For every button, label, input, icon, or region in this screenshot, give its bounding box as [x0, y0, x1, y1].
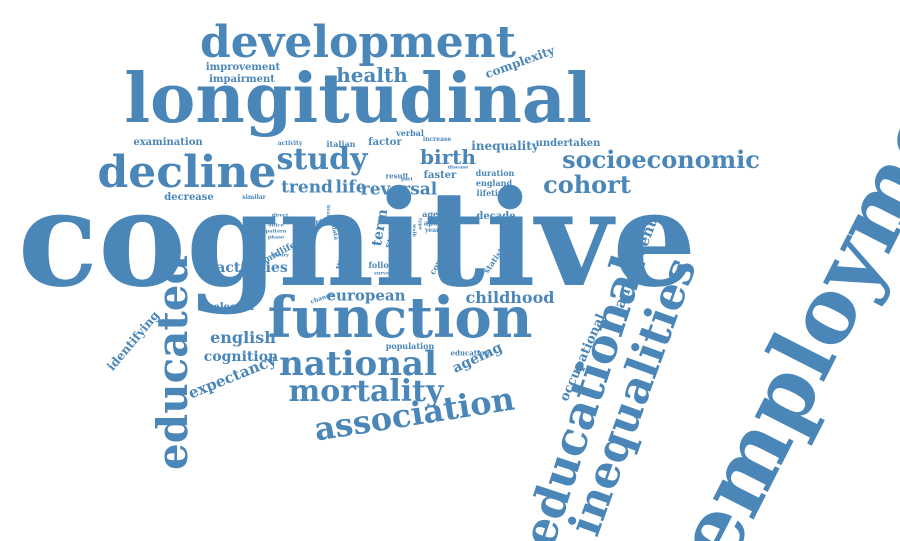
- word-decline: decline: [97, 147, 277, 198]
- word-national: national: [279, 344, 437, 384]
- word-activity: activity: [277, 140, 303, 147]
- word-reversal: reversal: [360, 179, 438, 200]
- word-socioeconomic: socioeconomic: [562, 145, 760, 174]
- word-examination: examination: [133, 137, 203, 148]
- word-lifetime: lifetime: [476, 188, 512, 198]
- word-cohort: cohort: [543, 170, 631, 199]
- word-type: type: [417, 218, 423, 230]
- word-survey: survey: [373, 270, 393, 277]
- word-education: education: [450, 348, 490, 358]
- word-trend: trend: [281, 177, 333, 198]
- word-educated: educated: [148, 255, 197, 470]
- word-study: study: [276, 142, 368, 177]
- word-labour: labour: [447, 225, 453, 244]
- word-disease: disease: [447, 164, 469, 171]
- word-impairment: impairment: [209, 74, 275, 85]
- word-factor: factor: [368, 137, 402, 148]
- word-increase: increase: [422, 136, 452, 143]
- word-population: population: [385, 341, 435, 351]
- word-cognitive: cognitive: [17, 162, 697, 317]
- word-selected: selected: [207, 302, 255, 313]
- word-verbal: verbal: [396, 128, 424, 138]
- word-activities: activities: [216, 260, 288, 276]
- word-duration: duration: [475, 168, 515, 178]
- word-follow: follow: [368, 260, 396, 270]
- word-decrease: decrease: [164, 192, 214, 203]
- word-inequality: inequality: [471, 139, 539, 153]
- word-similar: similar: [242, 194, 266, 201]
- word-european: european: [326, 286, 406, 305]
- word-phase: phase: [267, 234, 285, 241]
- word-development: development: [199, 17, 517, 68]
- word-italian: italian: [326, 139, 356, 149]
- word-walk: walk: [411, 224, 417, 237]
- word-english: english: [210, 328, 276, 347]
- word-theory: theory: [270, 252, 290, 259]
- word-childhood: childhood: [465, 288, 555, 307]
- word-data: data: [330, 224, 340, 241]
- word-brain: brain: [325, 205, 331, 220]
- word-result: result: [385, 171, 409, 181]
- word-life: life: [335, 177, 367, 198]
- word-female: female: [310, 230, 316, 249]
- word-cognition: cognition: [203, 349, 279, 365]
- word-pattern: pattern: [265, 228, 287, 235]
- word-undertaken: undertaken: [535, 138, 601, 149]
- word-england: england: [475, 178, 513, 188]
- word-function: function: [267, 285, 533, 351]
- word-retired: retired: [295, 230, 301, 250]
- word-faster: faster: [423, 170, 457, 181]
- word-decade: decade: [476, 211, 516, 222]
- word-year: year: [424, 227, 440, 234]
- word-health: health: [336, 63, 408, 87]
- word-part: part: [401, 176, 413, 183]
- word-longitudinal: longitudinal: [124, 59, 592, 139]
- word-mortality: mortality: [288, 374, 444, 409]
- word-birth: birth: [420, 145, 476, 169]
- word-aged: aged: [422, 209, 444, 219]
- word-risk: risk: [315, 217, 331, 227]
- word-apoe: apoe: [423, 218, 443, 228]
- word-direct: direct: [271, 212, 289, 219]
- word-improvement: improvement: [205, 62, 281, 73]
- word-office: office: [268, 222, 284, 229]
